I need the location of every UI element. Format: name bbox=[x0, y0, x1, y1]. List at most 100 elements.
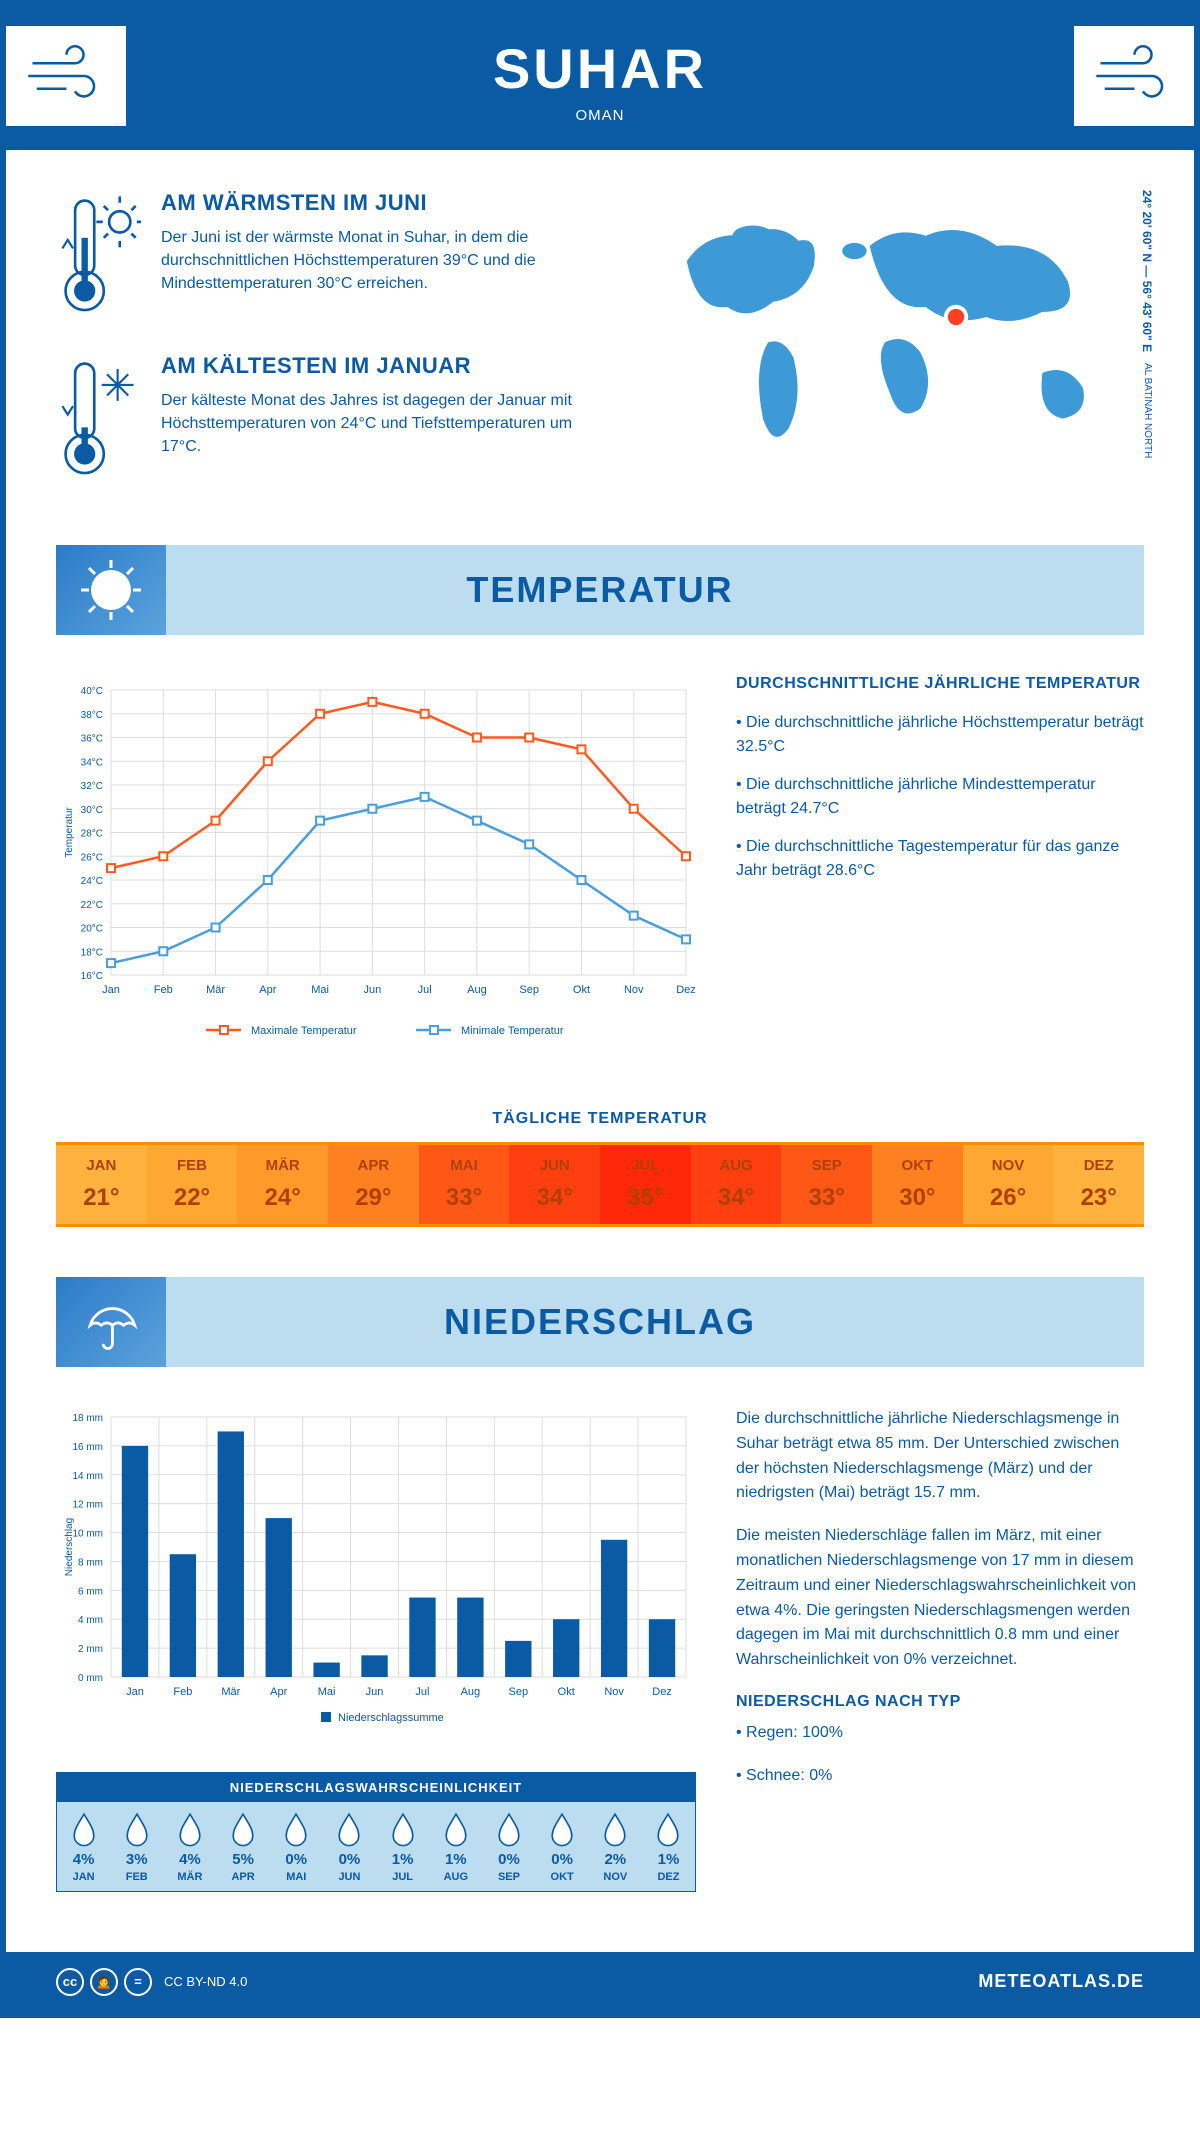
cc-icon: cc bbox=[56, 1968, 84, 1996]
svg-text:Sep: Sep bbox=[519, 984, 539, 996]
map-area: 24° 20' 60" N — 56° 43' 60" E AL BATINAH… bbox=[636, 190, 1144, 515]
svg-text:Mai: Mai bbox=[318, 1686, 336, 1698]
svg-text:Maximale Temperatur: Maximale Temperatur bbox=[251, 1025, 357, 1037]
prob-box: NIEDERSCHLAGSWAHRSCHEINLICHKEIT 4%JAN3%F… bbox=[56, 1772, 696, 1892]
svg-text:16°C: 16°C bbox=[81, 971, 103, 982]
by-icon: 🙍 bbox=[90, 1968, 118, 1996]
precip-chart: 0 mm2 mm4 mm6 mm8 mm10 mm12 mm14 mm16 mm… bbox=[56, 1407, 696, 1747]
daily-cell: MAI33° bbox=[419, 1145, 510, 1224]
prob-cell: 0%MAI bbox=[270, 1802, 323, 1891]
svg-text:Okt: Okt bbox=[573, 984, 590, 996]
svg-text:Aug: Aug bbox=[467, 984, 487, 996]
daily-cell: MÄR24° bbox=[237, 1145, 328, 1224]
svg-text:Temperatur: Temperatur bbox=[64, 807, 75, 858]
svg-text:6 mm: 6 mm bbox=[78, 1586, 103, 1597]
daily-cell: NOV26° bbox=[963, 1145, 1054, 1224]
svg-text:0 mm: 0 mm bbox=[78, 1673, 103, 1684]
cc-icons: cc 🙍 = bbox=[56, 1968, 152, 1996]
svg-text:Jun: Jun bbox=[366, 1686, 384, 1698]
precip-title: NIEDERSCHLAG bbox=[444, 1301, 756, 1343]
svg-text:16 mm: 16 mm bbox=[72, 1442, 103, 1453]
svg-text:Mai: Mai bbox=[311, 984, 329, 996]
precip-section: 0 mm2 mm4 mm6 mm8 mm10 mm12 mm14 mm16 mm… bbox=[6, 1367, 1194, 1922]
daily-cell: AUG34° bbox=[691, 1145, 782, 1224]
temp-fact-1: • Die durchschnittliche jährliche Höchst… bbox=[736, 711, 1144, 759]
thermo-hot-icon bbox=[56, 190, 141, 323]
precip-text: Die durchschnittliche jährliche Niedersc… bbox=[736, 1407, 1144, 1892]
precip-section-head: NIEDERSCHLAG bbox=[56, 1277, 1144, 1367]
daily-cell: JAN21° bbox=[56, 1145, 147, 1224]
nd-icon: = bbox=[124, 1968, 152, 1996]
daily-title: TÄGLICHE TEMPERATUR bbox=[6, 1110, 1194, 1128]
city-title: SUHAR bbox=[6, 36, 1194, 101]
coldest-title: AM KÄLTESTEN IM JANUAR bbox=[161, 353, 596, 379]
svg-text:32°C: 32°C bbox=[81, 781, 103, 792]
svg-text:Jul: Jul bbox=[418, 984, 432, 996]
license-text: CC BY-ND 4.0 bbox=[164, 1974, 247, 1989]
prob-cell: 5%APR bbox=[217, 1802, 270, 1891]
coldest-text: Der kälteste Monat des Jahres ist dagege… bbox=[161, 389, 596, 459]
daily-temp-bar: JAN21°FEB22°MÄR24°APR29°MAI33°JUN34°JUL3… bbox=[56, 1142, 1144, 1227]
svg-text:18 mm: 18 mm bbox=[72, 1413, 103, 1424]
precip-rain: • Regen: 100% bbox=[736, 1721, 1144, 1746]
svg-text:Jun: Jun bbox=[363, 984, 381, 996]
prob-title: NIEDERSCHLAGSWAHRSCHEINLICHKEIT bbox=[57, 1773, 695, 1802]
coldest-block: AM KÄLTESTEN IM JANUAR Der kälteste Mona… bbox=[56, 353, 596, 486]
warmest-text: Der Juni ist der wärmste Monat in Suhar,… bbox=[161, 226, 596, 296]
daily-cell: APR29° bbox=[328, 1145, 419, 1224]
prob-cell: 1%DEZ bbox=[642, 1802, 695, 1891]
svg-text:28°C: 28°C bbox=[81, 829, 103, 840]
daily-cell: JUN34° bbox=[509, 1145, 600, 1224]
intro-left: AM WÄRMSTEN IM JUNI Der Juni ist der wär… bbox=[56, 190, 596, 515]
coordinates: 24° 20' 60" N — 56° 43' 60" E AL BATINAH… bbox=[1140, 190, 1154, 515]
country-label: OMAN bbox=[6, 107, 1194, 124]
svg-text:Niederschlag: Niederschlag bbox=[64, 1518, 75, 1576]
svg-text:Jul: Jul bbox=[415, 1686, 429, 1698]
temp-title: TEMPERATUR bbox=[466, 569, 733, 611]
svg-text:Sep: Sep bbox=[509, 1686, 529, 1698]
prob-cell: 3%FEB bbox=[110, 1802, 163, 1891]
precip-p2: Die meisten Niederschläge fallen im März… bbox=[736, 1524, 1144, 1673]
temp-facts-title: DURCHSCHNITTLICHE JÄHRLICHE TEMPERATUR bbox=[736, 675, 1144, 693]
svg-text:Feb: Feb bbox=[154, 984, 173, 996]
prob-cell: 1%JUL bbox=[376, 1802, 429, 1891]
temp-fact-2: • Die durchschnittliche jährliche Mindes… bbox=[736, 773, 1144, 821]
warmest-block: AM WÄRMSTEN IM JUNI Der Juni ist der wär… bbox=[56, 190, 596, 323]
svg-text:38°C: 38°C bbox=[81, 710, 103, 721]
svg-text:Apr: Apr bbox=[259, 984, 276, 996]
footer: cc 🙍 = CC BY-ND 4.0 METEOATLAS.DE bbox=[6, 1952, 1194, 2012]
svg-text:Dez: Dez bbox=[652, 1686, 672, 1698]
prob-cell: 1%AUG bbox=[429, 1802, 482, 1891]
daily-cell: JUL35° bbox=[600, 1145, 691, 1224]
svg-text:12 mm: 12 mm bbox=[72, 1500, 103, 1511]
daily-cell: FEB22° bbox=[147, 1145, 238, 1224]
svg-text:Mär: Mär bbox=[206, 984, 225, 996]
svg-text:2 mm: 2 mm bbox=[78, 1644, 103, 1655]
wind-icon-right bbox=[1074, 26, 1194, 126]
svg-text:4 mm: 4 mm bbox=[78, 1615, 103, 1626]
svg-text:Minimale Temperatur: Minimale Temperatur bbox=[461, 1025, 564, 1037]
prob-cell: 0%SEP bbox=[482, 1802, 535, 1891]
svg-text:36°C: 36°C bbox=[81, 734, 103, 745]
svg-text:40°C: 40°C bbox=[81, 686, 103, 697]
intro-section: AM WÄRMSTEN IM JUNI Der Juni ist der wär… bbox=[6, 150, 1194, 545]
svg-text:Jan: Jan bbox=[126, 1686, 144, 1698]
svg-text:Nov: Nov bbox=[624, 984, 644, 996]
daily-cell: OKT30° bbox=[872, 1145, 963, 1224]
svg-text:18°C: 18°C bbox=[81, 947, 103, 958]
temp-section: 16°C18°C20°C22°C24°C26°C28°C30°C32°C34°C… bbox=[6, 635, 1194, 1090]
temp-fact-3: • Die durchschnittliche Tagestemperatur … bbox=[736, 835, 1144, 883]
svg-text:Mär: Mär bbox=[221, 1686, 240, 1698]
sun-icon bbox=[56, 545, 166, 635]
svg-text:14 mm: 14 mm bbox=[72, 1471, 103, 1482]
prob-cell: 0%OKT bbox=[536, 1802, 589, 1891]
svg-text:Dez: Dez bbox=[676, 984, 696, 996]
prob-cell: 4%JAN bbox=[57, 1802, 110, 1891]
precip-p1: Die durchschnittliche jährliche Niedersc… bbox=[736, 1407, 1144, 1506]
svg-text:Feb: Feb bbox=[173, 1686, 192, 1698]
umbrella-icon bbox=[56, 1277, 166, 1367]
svg-text:Jan: Jan bbox=[102, 984, 120, 996]
svg-text:30°C: 30°C bbox=[81, 805, 103, 816]
prob-cell: 0%JUN bbox=[323, 1802, 376, 1891]
prob-grid: 4%JAN3%FEB4%MÄR5%APR0%MAI0%JUN1%JUL1%AUG… bbox=[57, 1802, 695, 1891]
